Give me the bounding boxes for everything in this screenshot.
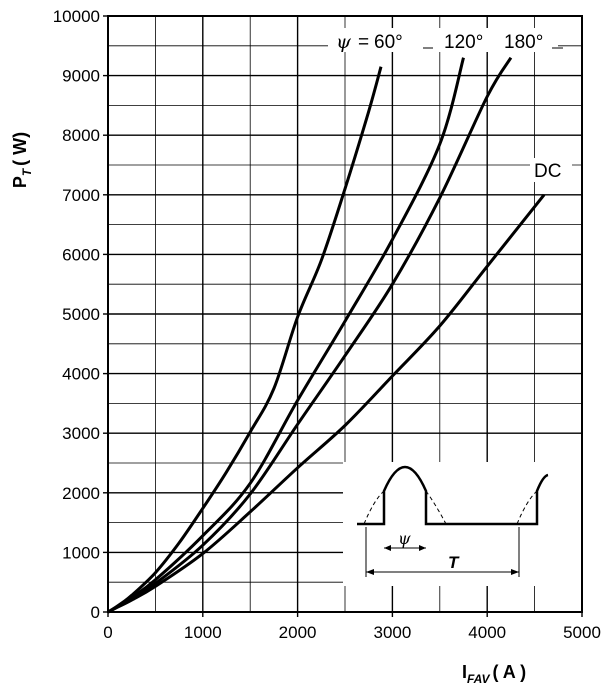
annotation-60: 60° [374, 32, 403, 53]
y-tick-label: 5000 [62, 305, 100, 324]
x-tick-label: 0 [103, 623, 112, 642]
inset-period-label: T [448, 553, 460, 572]
waveform-inset: ψ T [343, 462, 581, 586]
series-line-dc [107, 193, 546, 614]
inset-psi-arrowhead-right [419, 545, 426, 551]
x-tick-label: 4000 [468, 623, 506, 642]
y-tick-label: 7000 [62, 186, 100, 205]
x-axis-unit: ( A ) [492, 662, 526, 682]
y-tick-label: 9000 [62, 67, 100, 86]
y-tick-label: 2000 [62, 484, 100, 503]
y-tick-label: 3000 [62, 424, 100, 443]
y-axis-title: PT( W) [10, 132, 34, 188]
inset-period-arrowhead-left [366, 569, 374, 575]
inset-dashed-right [425, 490, 447, 525]
x-tick-labels: 0 1000 2000 3000 4000 5000 [103, 612, 601, 642]
y-axis-main: P [10, 176, 30, 188]
annotation-equals: = [358, 32, 369, 53]
curve-annotations: ψ = 60° 120° 180° DC [328, 28, 572, 182]
y-tick-label: 8000 [62, 126, 100, 145]
x-tick-label: 2000 [279, 623, 317, 642]
x-tick-label: 3000 [373, 623, 411, 642]
series-line-60deg [107, 66, 383, 614]
y-tick-label: 1000 [62, 543, 100, 562]
x-axis-main: I [462, 662, 467, 682]
annotation-background [328, 28, 558, 52]
y-axis-sub: T [20, 167, 34, 176]
inset-waveform [357, 465, 549, 526]
inset-period-arrowhead-right [511, 569, 519, 575]
y-tick-labels: 0 1000 2000 3000 4000 5000 6000 7000 8000 9000 100… [53, 7, 108, 622]
x-tick-label: 5000 [563, 623, 601, 642]
inset-psi-arrowhead-left [384, 545, 391, 551]
curves [107, 56, 546, 614]
annotation-180: 180° [504, 32, 543, 53]
x-tick-label: 1000 [184, 623, 222, 642]
y-tick-label: 10000 [53, 7, 100, 26]
annotation-dc-background [530, 158, 572, 182]
y-tick-label: 0 [91, 603, 100, 622]
y-axis-unit: ( W) [10, 132, 30, 166]
inset-dashed-left [363, 490, 385, 525]
x-axis-title: IFAV( A ) [462, 662, 526, 686]
inset-dashed-next [516, 490, 538, 525]
y-tick-label: 6000 [62, 245, 100, 264]
annotation-120: 120° [444, 32, 483, 53]
y-tick-label: 4000 [62, 365, 100, 384]
inset-psi-label: ψ [398, 529, 411, 548]
annotation-psi-symbol: ψ [336, 31, 352, 53]
annotation-dc: DC [534, 161, 561, 182]
x-axis-sub: FAV [467, 672, 490, 686]
